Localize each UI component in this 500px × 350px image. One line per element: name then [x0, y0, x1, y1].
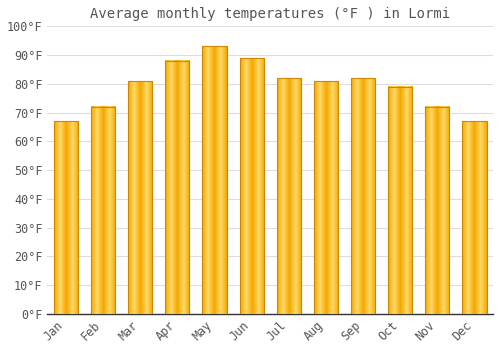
- Bar: [426, 107, 450, 314]
- Bar: [54, 121, 78, 314]
- Title: Average monthly temperatures (°F ) in Lormi: Average monthly temperatures (°F ) in Lo…: [90, 7, 451, 21]
- Bar: [128, 81, 152, 314]
- Bar: [240, 58, 264, 314]
- Bar: [202, 47, 226, 314]
- Bar: [276, 78, 301, 314]
- Bar: [351, 78, 375, 314]
- Bar: [91, 107, 115, 314]
- Bar: [314, 81, 338, 314]
- Bar: [462, 121, 486, 314]
- Bar: [388, 87, 412, 314]
- Bar: [166, 61, 190, 314]
